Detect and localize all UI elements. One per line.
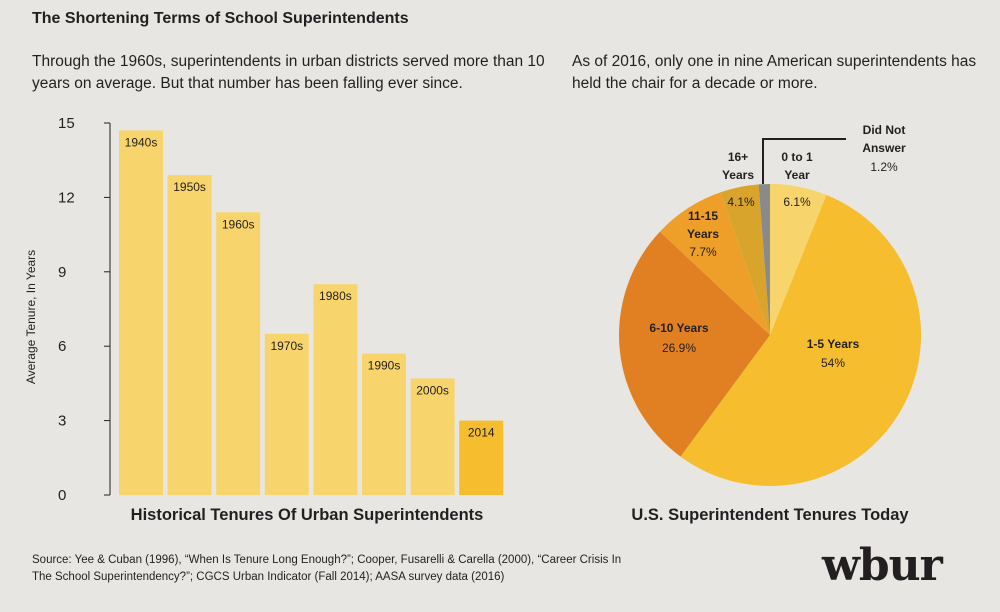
- bar: [362, 353, 406, 495]
- pie-slice: [758, 184, 770, 335]
- pie-slice: [619, 231, 770, 457]
- bar: [216, 212, 261, 495]
- wbur-logo: wbur: [822, 540, 943, 591]
- bar-label: 1960s: [222, 217, 255, 231]
- bar: [410, 378, 455, 495]
- y-tick-label: 15: [58, 115, 75, 132]
- pie-category-label: 11-15: [688, 209, 718, 223]
- pie-category-label: 1-5 Years: [807, 337, 860, 351]
- y-tick-label: 9: [58, 264, 66, 281]
- bar-chart-subtitle: Through the 1960s, superintendents in ur…: [32, 53, 545, 92]
- pie-chart-subtitle: As of 2016, only one in nine American su…: [572, 53, 977, 92]
- bar-chart-title: Historical Tenures Of Urban Superintende…: [130, 506, 484, 524]
- bar-label: 1980s: [319, 289, 352, 303]
- bar-label: 1950s: [173, 180, 206, 194]
- y-tick-label: 0: [58, 487, 66, 504]
- bar: [313, 284, 358, 495]
- bar: [459, 420, 504, 495]
- pie-value-label: 54%: [821, 356, 845, 370]
- pie-value-label: 6.1%: [783, 195, 811, 209]
- bar-label: 1970s: [270, 339, 303, 353]
- pie-value-label: 26.9%: [662, 341, 696, 355]
- pie-category-label: Year: [784, 168, 810, 182]
- pie-slice: [680, 194, 922, 487]
- pie-category-label: Years: [722, 168, 754, 182]
- pie-slice: [720, 184, 770, 335]
- pie-category-label: Did Not: [863, 123, 906, 137]
- bar: [119, 130, 163, 495]
- y-axis-label: Average Tenure, In Years: [24, 250, 38, 384]
- pie-slice: [770, 184, 827, 335]
- pie-category-label: 0 to 1: [781, 150, 813, 164]
- bar-label: 2014: [468, 426, 495, 440]
- pie-category-label: 16+: [728, 150, 748, 164]
- y-tick-label: 6: [58, 338, 66, 355]
- source-note: Source: Yee & Cuban (1996), “When Is Ten…: [32, 554, 622, 583]
- y-tick-label: 12: [58, 189, 75, 206]
- bar-label: 2000s: [416, 383, 449, 397]
- bar: [167, 175, 212, 495]
- leader-line: [762, 138, 846, 184]
- bar: [264, 333, 309, 495]
- page-title: The Shortening Terms of School Superinte…: [32, 10, 409, 27]
- pie-category-label: Answer: [862, 141, 906, 155]
- pie-chart-title: U.S. Superintendent Tenures Today: [631, 506, 909, 524]
- bar-label: 1990s: [368, 359, 401, 373]
- pie-category-label: 6-10 Years: [649, 321, 708, 335]
- y-tick-label: 3: [58, 413, 66, 430]
- pie-value-label: 4.1%: [727, 195, 755, 209]
- pie-value-label: 7.7%: [689, 245, 717, 259]
- pie-slice: [659, 192, 770, 335]
- pie-value-label: 1.2%: [870, 160, 898, 174]
- pie-category-label: Years: [687, 227, 719, 241]
- bar-label: 1940s: [125, 135, 158, 149]
